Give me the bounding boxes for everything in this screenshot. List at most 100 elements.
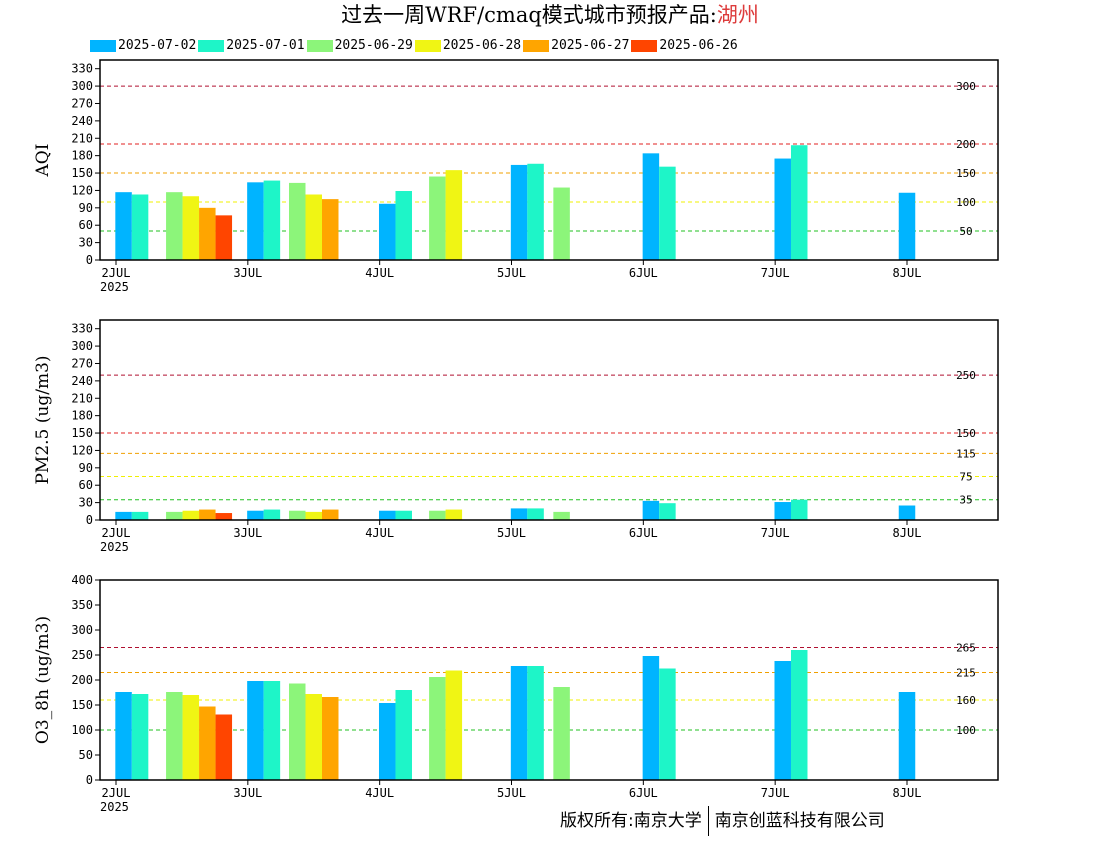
bar: [289, 510, 306, 520]
y-tick-label: 270: [71, 96, 93, 110]
legend-item: 2025-06-26: [631, 38, 738, 53]
bar: [263, 180, 281, 260]
legend-label: 2025-07-02: [118, 38, 197, 53]
y-tick-label: 150: [71, 426, 93, 440]
bar: [166, 192, 183, 260]
bar: [131, 194, 149, 260]
bar: [131, 694, 149, 780]
bar: [445, 670, 463, 780]
threshold-label: 215: [956, 667, 976, 680]
legend: 2025-07-02 2025-07-01 2025-06-29 2025-06-28…: [90, 35, 740, 53]
x-tick-label: 4JUL: [365, 266, 394, 280]
y-tick-label: 300: [71, 623, 93, 637]
bar: [305, 694, 322, 780]
bar: [898, 192, 916, 260]
legend-label: 2025-06-26: [659, 38, 738, 53]
bar: [166, 511, 183, 520]
y-tick-label: 150: [71, 166, 93, 180]
bar: [289, 182, 306, 260]
legend-swatch: [631, 39, 658, 52]
bar: [642, 153, 660, 260]
bar: [659, 166, 676, 260]
bar: [289, 683, 306, 780]
plot-frame: [99, 59, 999, 261]
threshold-label: 75: [959, 471, 972, 484]
x-tick-label: 6JUL: [629, 786, 658, 800]
x-tick-label: 3JUL: [233, 266, 262, 280]
bar: [553, 687, 570, 780]
bar: [322, 199, 339, 260]
footer-owner: 版权所有:南京大学: [560, 811, 702, 831]
bar: [790, 499, 808, 520]
y-tick-label: 300: [71, 79, 93, 93]
x-tick-label: 4JUL: [365, 526, 394, 540]
bar: [215, 714, 233, 780]
y-tick-label: 210: [71, 391, 93, 405]
y-tick-label: 270: [71, 356, 93, 370]
y-tick-label: 240: [71, 374, 93, 388]
bar: [898, 692, 916, 780]
legend-swatch: [523, 39, 550, 52]
bar: [429, 677, 446, 780]
bar: [322, 509, 339, 520]
x-tick-label: 6JUL: [629, 266, 658, 280]
y-tick-label: 120: [71, 183, 93, 197]
footer-separator: [707, 806, 709, 836]
bar: [510, 164, 528, 260]
y-tick-label: 0: [86, 773, 93, 787]
bar: [199, 509, 216, 520]
bar: [527, 163, 544, 260]
bar: [247, 510, 264, 520]
y-tick-label: 60: [79, 478, 93, 492]
footer-company: 南京创蓝科技有限公司: [714, 811, 885, 831]
threshold-label: 265: [956, 642, 976, 655]
x-tick-label: 3JUL: [233, 786, 262, 800]
threshold-label: 150: [956, 167, 976, 180]
x-tick-label: 8JUL: [893, 266, 922, 280]
bar: [774, 661, 791, 780]
x-tick-label: 8JUL: [893, 786, 922, 800]
bar: [115, 192, 132, 260]
y-tick-label: 250: [71, 648, 93, 662]
threshold-label: 35: [959, 494, 972, 507]
x-tick-sublabel: 2025: [100, 540, 129, 554]
bar: [445, 170, 463, 260]
bar: [445, 509, 463, 520]
threshold-label: 115: [956, 447, 976, 460]
bar: [263, 509, 281, 520]
y-tick-label: 30: [79, 236, 93, 250]
bar: [131, 511, 149, 520]
bar: [166, 692, 183, 780]
x-tick-label: 7JUL: [761, 266, 790, 280]
bar: [182, 196, 200, 260]
y-tick-label: 330: [71, 62, 93, 76]
y-tick-label: 120: [71, 443, 93, 457]
y-tick-label: 350: [71, 598, 93, 612]
legend-swatch: [306, 39, 333, 52]
y-axis-label: PM2.5 (ug/m3): [33, 355, 53, 484]
bar: [215, 215, 233, 260]
bar: [182, 695, 200, 780]
copyright-footer: 版权所有:南京大学 南京创蓝科技有限公司: [560, 806, 885, 836]
bar: [305, 194, 322, 260]
threshold-label: 300: [956, 80, 976, 93]
x-tick-label: 2JUL: [102, 526, 131, 540]
bar: [553, 511, 570, 520]
x-tick-label: 5JUL: [497, 786, 526, 800]
bar: [395, 191, 412, 260]
y-tick-label: 90: [79, 461, 93, 475]
x-tick-label: 4JUL: [365, 786, 394, 800]
y-tick-label: 330: [71, 322, 93, 336]
bar: [247, 681, 264, 780]
bar: [429, 510, 446, 520]
threshold-label: 150: [956, 427, 976, 440]
x-tick-sublabel: 2025: [100, 800, 129, 814]
threshold-label: 100: [956, 724, 976, 737]
x-tick-label: 2JUL: [102, 786, 131, 800]
y-tick-label: 240: [71, 114, 93, 128]
plot-frame: [99, 579, 999, 781]
bar: [510, 508, 528, 520]
bar: [247, 182, 264, 260]
y-axis-label: AQI: [33, 144, 53, 178]
